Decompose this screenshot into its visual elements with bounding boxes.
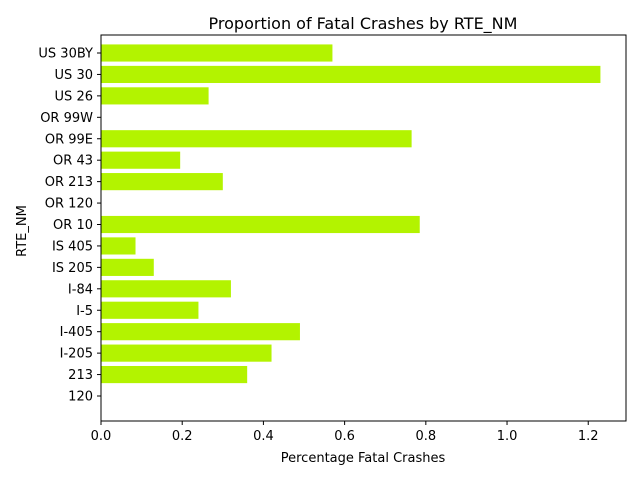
bar-or-43 bbox=[101, 151, 181, 169]
y-tick-label: OR 213 bbox=[45, 175, 93, 190]
bar-i-84 bbox=[101, 280, 231, 298]
bar-or-10 bbox=[101, 215, 420, 234]
x-tick-label: 1.2 bbox=[578, 429, 599, 444]
x-tick-label: 0.6 bbox=[334, 429, 355, 444]
y-tick-label: OR 43 bbox=[53, 154, 93, 169]
y-axis-ticks: 120 213 I-205 I-405 I-5 I-84 IS 205 IS 405 OR 10… bbox=[38, 47, 101, 405]
x-axis-ticks: 0.0 0.2 0.4 0.6 0.8 1.0 1.2 bbox=[91, 421, 599, 444]
bar-us-30by bbox=[101, 44, 333, 62]
x-axis-label: Percentage Fatal Crashes bbox=[281, 451, 446, 466]
y-tick-label: OR 99E bbox=[45, 132, 93, 147]
chart-title: Proportion of Fatal Crashes by RTE_NM bbox=[209, 14, 518, 34]
y-tick-label: US 30 bbox=[55, 68, 93, 83]
bar-i-205 bbox=[101, 344, 272, 362]
x-tick-label: 0.2 bbox=[172, 429, 193, 444]
bar-or-99e bbox=[101, 130, 412, 148]
y-tick-label: US 26 bbox=[55, 89, 93, 104]
bar-is-405 bbox=[101, 237, 136, 255]
x-tick-label: 0.0 bbox=[91, 429, 112, 444]
y-tick-label: I-5 bbox=[76, 304, 93, 319]
y-tick-label: IS 405 bbox=[52, 239, 93, 254]
y-tick-label: I-205 bbox=[60, 347, 93, 362]
y-tick-label: 213 bbox=[68, 368, 93, 383]
y-tick-label: OR 10 bbox=[53, 218, 93, 233]
bar-213 bbox=[101, 365, 248, 384]
x-tick-label: 0.8 bbox=[415, 429, 436, 444]
y-tick-label: US 30BY bbox=[38, 47, 93, 62]
y-tick-label: IS 205 bbox=[52, 261, 93, 276]
y-tick-label: OR 99W bbox=[40, 111, 93, 126]
bar-or-213 bbox=[101, 173, 223, 191]
y-axis-label: RTE_NM bbox=[15, 205, 30, 257]
bar-i-5 bbox=[101, 301, 199, 319]
x-tick-label: 1.0 bbox=[497, 429, 518, 444]
bar-us-30 bbox=[101, 65, 601, 84]
x-tick-label: 0.4 bbox=[253, 429, 274, 444]
y-tick-label: I-84 bbox=[68, 282, 93, 297]
bar-group bbox=[101, 44, 601, 384]
plot-frame bbox=[100, 34, 627, 422]
y-tick-label: I-405 bbox=[60, 325, 93, 340]
bar-us-26 bbox=[101, 87, 209, 105]
y-tick-label: 120 bbox=[68, 390, 93, 405]
y-tick-label: OR 120 bbox=[45, 197, 93, 212]
bar-i-405 bbox=[101, 323, 300, 341]
bar-is-205 bbox=[101, 258, 154, 276]
